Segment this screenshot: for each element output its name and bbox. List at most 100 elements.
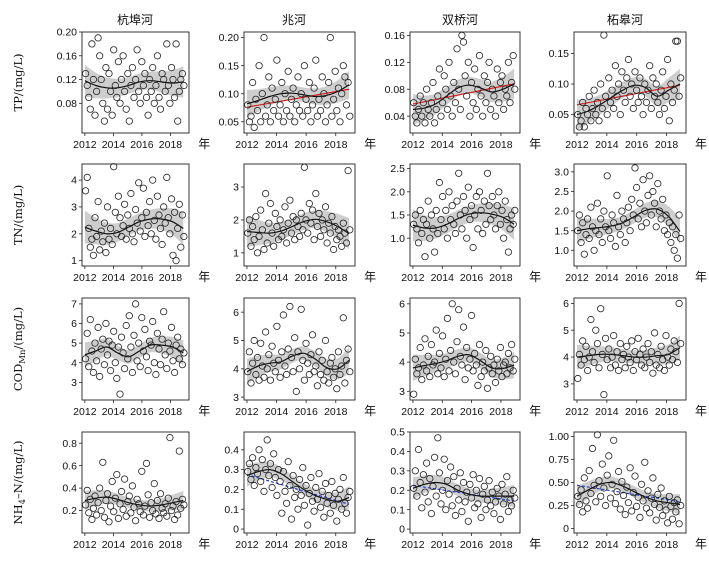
data-point [598, 350, 606, 358]
data-point [250, 236, 258, 244]
data-point [152, 81, 160, 90]
data-point [629, 366, 637, 375]
data-point [281, 362, 289, 370]
y-tick-label: 4 [563, 352, 569, 364]
row-labels: TP/(mg/L) TN/(mg/L) CODMn/(mg/L) NH4–N/(mg/… [11, 53, 28, 524]
data-point [642, 219, 651, 227]
data-point [587, 117, 595, 125]
x-tick-label: 2014 [102, 139, 126, 151]
data-point [646, 62, 654, 70]
x-tick-label: 2018 [489, 539, 513, 551]
x-tick-label: 2012 [73, 539, 97, 551]
data-point [641, 364, 649, 372]
data-point [180, 501, 188, 509]
data-point [601, 501, 610, 510]
data-point [450, 358, 458, 366]
data-point [579, 219, 587, 227]
data-point [316, 107, 325, 115]
data-point [410, 390, 418, 398]
data-point [308, 101, 317, 109]
x-tick-label: 2018 [159, 539, 183, 551]
data-point [142, 459, 151, 467]
y-tick-label: 0.04 [385, 111, 406, 123]
y-tick-label: 3 [71, 202, 77, 214]
y-tick-label: 6 [399, 298, 405, 310]
data-point [178, 70, 186, 78]
data-point [652, 80, 660, 88]
data-point [579, 98, 587, 107]
data-point [498, 72, 506, 80]
panel-CODMn-1: 3 4 5 6 2012 2014 2016 2018 年 [233, 297, 376, 418]
data-point [483, 496, 492, 504]
data-point [174, 224, 182, 232]
trend-line [576, 484, 681, 503]
data-point [432, 492, 440, 500]
data-point [445, 188, 453, 196]
data-point [416, 343, 424, 352]
y-tick-label: 2.0 [390, 186, 405, 198]
data-point [467, 494, 476, 502]
data-point [577, 117, 585, 125]
x-tick-label: 2012 [73, 272, 97, 284]
data-point [304, 359, 312, 367]
data-point [626, 464, 634, 472]
data-point [590, 86, 598, 94]
data-point [448, 300, 456, 308]
data-point [490, 211, 498, 219]
data-point [161, 351, 169, 359]
data-point [279, 311, 287, 319]
data-point [483, 384, 492, 392]
data-point [629, 211, 637, 219]
data-point [130, 238, 138, 246]
data-point [171, 208, 179, 216]
data-point [295, 365, 304, 373]
data-point [430, 453, 439, 461]
data-point [464, 364, 472, 372]
data-point [172, 341, 180, 349]
data-point [437, 364, 445, 372]
data-point [440, 225, 448, 233]
data-point [424, 105, 432, 114]
data-point [83, 173, 91, 181]
data-point [675, 299, 683, 307]
data-point [323, 499, 331, 507]
data-point [141, 232, 149, 241]
data-point [136, 363, 144, 371]
data-point [493, 202, 501, 210]
data-point [295, 232, 304, 240]
confidence-band [412, 347, 515, 382]
data-point [164, 81, 172, 90]
data-point [325, 219, 333, 227]
data-point [125, 492, 133, 500]
data-point [174, 333, 182, 341]
data-point [629, 488, 637, 497]
data-point [437, 500, 445, 508]
data-point [610, 104, 618, 113]
data-point [336, 232, 344, 240]
data-point [421, 119, 429, 127]
data-point [160, 75, 168, 84]
data-point [585, 353, 593, 361]
data-point [286, 302, 294, 311]
data-point [331, 67, 339, 75]
data-point [443, 105, 451, 114]
data-point [663, 231, 672, 239]
data-point [308, 497, 317, 505]
data-point [487, 502, 495, 510]
data-point [164, 339, 172, 347]
data-point [453, 338, 461, 346]
data-point [623, 342, 631, 350]
data-point [266, 376, 274, 384]
panel-TP-2: 0.04 0.08 0.12 0.16 2012 2014 2016 2018 年 [385, 30, 542, 151]
data-point [102, 249, 110, 257]
data-point [341, 229, 349, 237]
x-tick-label: 2016 [625, 139, 649, 151]
y-tick-label: 2.5 [554, 186, 569, 198]
data-point [108, 240, 116, 249]
data-point [624, 499, 633, 507]
data-point [472, 486, 480, 494]
data-point [458, 507, 466, 516]
data-point [430, 119, 439, 127]
data-point [149, 64, 157, 72]
data-point [247, 379, 255, 387]
